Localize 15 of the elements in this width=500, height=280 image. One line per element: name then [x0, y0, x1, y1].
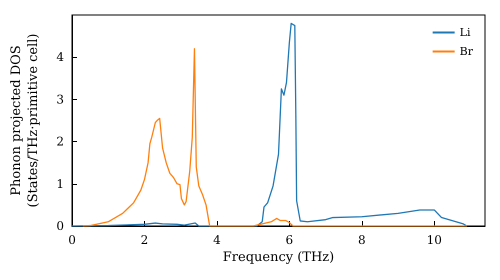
x-axis-title: Frequency (THz) — [222, 250, 334, 265]
x-tick-label: 2 — [140, 233, 148, 247]
x-tick-label: 4 — [213, 233, 222, 247]
y-tick-label: 2 — [56, 134, 64, 149]
y-axis-title: Phonon projected DOS (States/THz·primitive cell) — [9, 33, 41, 208]
legend-label: Li — [460, 26, 471, 39]
y-tick-label: 3 — [56, 92, 64, 106]
y-tick-label: 1 — [56, 176, 64, 191]
x-tick-label: 0 — [68, 233, 76, 247]
x-tick-label: 6 — [286, 233, 294, 247]
legend-label: Br — [460, 45, 474, 58]
y-tick-label: 4 — [56, 50, 64, 64]
y-tick-label: 0 — [56, 219, 64, 233]
x-tick-label: 8 — [358, 233, 366, 247]
x-tick-label: 10 — [426, 233, 442, 247]
